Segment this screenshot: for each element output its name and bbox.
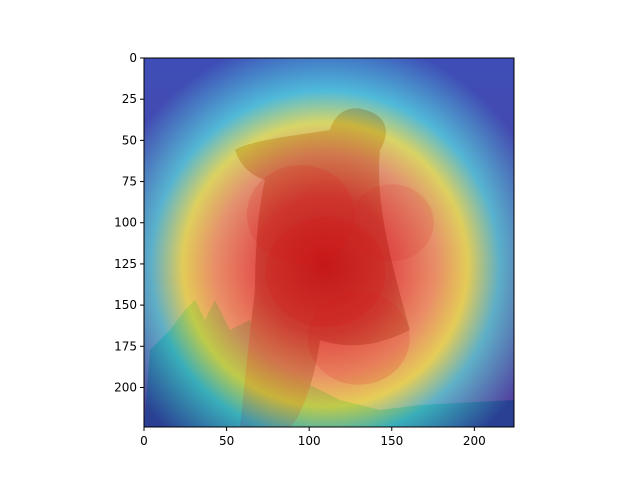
y-tick-label: 125 xyxy=(114,257,137,271)
heatmap-image xyxy=(144,58,514,427)
x-axis: 0 50 100 150 200 xyxy=(140,427,486,448)
heat-hotspot xyxy=(246,164,355,264)
y-tick-label: 100 xyxy=(114,216,137,230)
x-tick-label: 50 xyxy=(219,434,234,448)
heat-hotspot xyxy=(349,184,434,262)
heat-hotspot xyxy=(307,291,410,385)
y-tick-label: 25 xyxy=(122,92,137,106)
x-tick-label: 100 xyxy=(298,434,321,448)
x-tick-label: 200 xyxy=(463,434,486,448)
heat-overlay xyxy=(144,58,514,427)
heat-hotspot xyxy=(265,217,386,328)
y-tick-label: 200 xyxy=(114,380,137,394)
plot-frame xyxy=(143,57,515,428)
y-axis: 0 25 50 75 100 125 150 175 200 xyxy=(114,51,144,394)
y-tick-label: 150 xyxy=(114,298,137,312)
y-tick-label: 50 xyxy=(122,133,137,147)
x-tick-label: 150 xyxy=(380,434,403,448)
x-tick-label: 0 xyxy=(140,434,148,448)
y-tick-label: 75 xyxy=(122,175,137,189)
y-tick-label: 0 xyxy=(129,51,137,65)
y-tick-label: 175 xyxy=(114,339,137,353)
